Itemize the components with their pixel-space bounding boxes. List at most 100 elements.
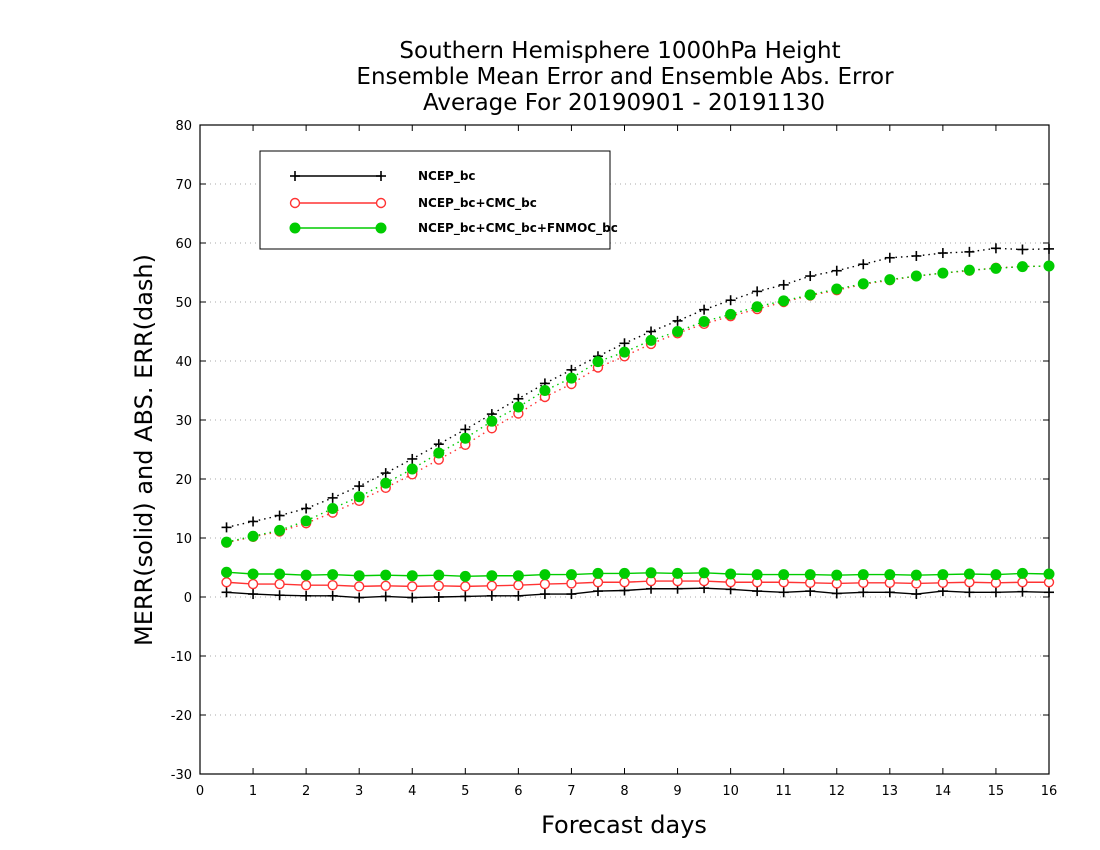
merr-point	[752, 586, 763, 597]
y-tick-label: 40	[175, 355, 192, 370]
legend-item-1: NCEP_bc	[290, 169, 476, 184]
merr-point	[327, 580, 338, 591]
abs-err-point	[619, 338, 630, 349]
x-tick-label: 8	[620, 784, 628, 799]
abs-err-point	[831, 265, 842, 276]
abs-err-point	[831, 283, 843, 295]
abs-err-point	[221, 536, 233, 548]
abs-err-point	[1016, 261, 1028, 273]
merr-point	[804, 569, 816, 581]
y-tick-label: 60	[175, 237, 192, 252]
x-tick-label: 10	[722, 784, 739, 799]
merr-point	[486, 590, 497, 601]
merr-point	[592, 586, 603, 597]
merr-point	[539, 569, 551, 581]
abs-err-point	[910, 270, 922, 282]
y-tick-label: -30	[171, 768, 192, 783]
merr-point	[221, 577, 232, 588]
abs-err-point	[699, 304, 710, 315]
legend-label: NCEP_bc+CMC_bc+FNMOC_bc	[418, 221, 618, 236]
y-tick-label: 10	[175, 532, 192, 547]
merr-line	[226, 571, 1050, 578]
legend-marker-end	[375, 197, 387, 209]
abs-err-point	[672, 326, 684, 337]
merr-point	[512, 570, 524, 582]
abs-err-point	[512, 401, 524, 413]
abs-err-line	[226, 265, 1050, 543]
x-tick-label: 13	[882, 784, 899, 799]
merr-point	[539, 578, 551, 590]
legend-label: NCEP_bc+CMC_bc	[418, 196, 537, 211]
merr-point	[937, 569, 949, 581]
merr-point	[327, 590, 338, 601]
abs-err-point	[990, 243, 1001, 254]
merr-point	[1017, 586, 1028, 597]
merr-point	[327, 569, 339, 581]
abs-err-point	[380, 468, 391, 479]
x-tick-label: 1	[249, 784, 257, 799]
abs-err-point	[407, 453, 418, 464]
abs-err-point	[1017, 244, 1028, 255]
abs-err-point	[858, 259, 869, 270]
abs-err-point	[698, 315, 710, 327]
merr-point	[990, 569, 1002, 581]
merr-point	[247, 568, 259, 580]
abs-err-point	[353, 491, 365, 503]
merr-point	[274, 568, 286, 580]
abs-err-point	[433, 439, 444, 450]
abs-err-point	[301, 503, 312, 514]
merr-point	[353, 570, 365, 582]
merr-point	[460, 591, 471, 602]
merr-point	[725, 568, 737, 580]
abs-err-point	[884, 252, 895, 263]
x-tick-label: 0	[196, 784, 204, 799]
merr-point	[857, 569, 869, 581]
merr-point	[407, 581, 418, 592]
merr-line	[226, 587, 1050, 599]
title-line-2: Ensemble Mean Error and Ensemble Abs. Er…	[356, 64, 894, 90]
merr-point	[539, 589, 550, 600]
merr-point	[911, 589, 922, 600]
abs-err-point	[804, 289, 816, 301]
y-tick-label: 80	[175, 119, 192, 134]
abs-err-point	[619, 346, 630, 358]
merr-point	[592, 577, 604, 588]
merr-point	[433, 569, 445, 581]
abs-err-point	[592, 356, 604, 368]
legend: NCEP_bc NCEP_bc+CMC_bc NCEP_bc+CMC_bc+FNMO…	[259, 150, 618, 250]
abs-err-point	[221, 522, 232, 533]
x-tick-label: 4	[408, 784, 416, 799]
merr-point	[566, 589, 577, 600]
merr-point	[221, 566, 233, 578]
abs-err-point	[354, 481, 365, 492]
abs-err-point	[327, 492, 338, 503]
abs-err-point	[990, 262, 1002, 274]
abs-err-point	[778, 279, 789, 290]
merr-point	[619, 577, 630, 588]
abs-err-point	[857, 278, 869, 290]
abs-err-point	[380, 477, 392, 489]
abs-err-point	[565, 372, 577, 384]
abs-err-point	[805, 271, 816, 282]
series-3	[221, 260, 1055, 582]
x-tick-label: 11	[775, 784, 792, 799]
merr-point	[566, 578, 577, 589]
x-tick-label: 9	[673, 784, 681, 799]
abs-err-point	[752, 286, 763, 297]
merr-point	[248, 589, 259, 600]
legend-box	[259, 150, 611, 250]
abs-err-point	[1043, 260, 1055, 272]
legend-marker-start	[289, 197, 301, 209]
title-line-1: Southern Hemisphere 1000hPa Height	[399, 38, 840, 64]
x-tick-label: 12	[828, 784, 845, 799]
x-tick-label: 16	[1041, 784, 1058, 799]
merr-point	[645, 567, 657, 579]
merr-point	[486, 580, 498, 591]
merr-point	[513, 580, 524, 591]
merr-point	[751, 569, 763, 581]
merr-point	[592, 567, 604, 579]
abs-err-point	[539, 385, 551, 396]
y-tick-label: 70	[175, 178, 192, 193]
merr-point	[963, 568, 975, 580]
